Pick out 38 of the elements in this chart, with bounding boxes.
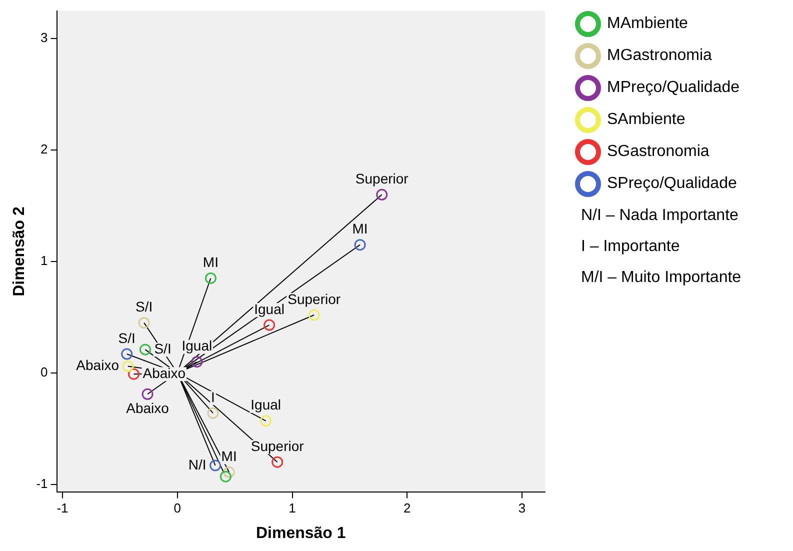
annotation: Igual [250, 396, 282, 413]
legend-label: MAmbiente [607, 15, 688, 33]
y-axis-title: Dimensão 2 [11, 206, 28, 296]
annotation: Abaixo [126, 400, 170, 416]
x-tick-label: 2 [404, 500, 411, 516]
x-tick-label: 3 [518, 500, 526, 516]
annotation: S/I [136, 298, 153, 315]
text: I – Importante [580, 237, 681, 257]
legend-label: SGastronomia [607, 143, 710, 161]
annotation: MI [202, 254, 218, 270]
text: M/I – Muito Importante [580, 268, 742, 288]
annotation: S/I [154, 340, 172, 356]
annotation: Superior [288, 290, 341, 307]
x-axis-title: Dimensão 1 [256, 524, 346, 542]
y-tick-label: 3 [40, 30, 48, 46]
x-tick-label: 0 [174, 500, 181, 516]
annotation: Abaixo [142, 364, 186, 381]
annotation: Superior [355, 170, 409, 187]
annotation: N/I [188, 456, 206, 472]
legend-label: MPreço/Qualidade [607, 79, 740, 97]
annotation: MI [352, 220, 368, 237]
annotation: Igual [254, 300, 284, 317]
x-tick-label: 1 [288, 500, 296, 516]
annotation: MI [221, 448, 237, 464]
text: N/I – Nada Importante [580, 206, 740, 226]
y-tick-label: 0 [40, 364, 48, 380]
annotation: S/I [118, 330, 136, 346]
y-tick-label: 2 [40, 142, 48, 157]
y-tick-label: -1 [36, 476, 48, 491]
legend-label: SAmbiente [607, 111, 686, 129]
x-tick-label: -1 [56, 500, 68, 516]
annotation: Superior [250, 438, 304, 454]
legend-label: MGastronomia [607, 47, 712, 65]
annotation: Igual [182, 338, 212, 354]
annotation: Abaixo [76, 357, 120, 374]
annotation: I [211, 388, 215, 405]
legend-label: SPreço/Qualidade [607, 175, 737, 193]
y-tick-label: 1 [40, 253, 48, 268]
